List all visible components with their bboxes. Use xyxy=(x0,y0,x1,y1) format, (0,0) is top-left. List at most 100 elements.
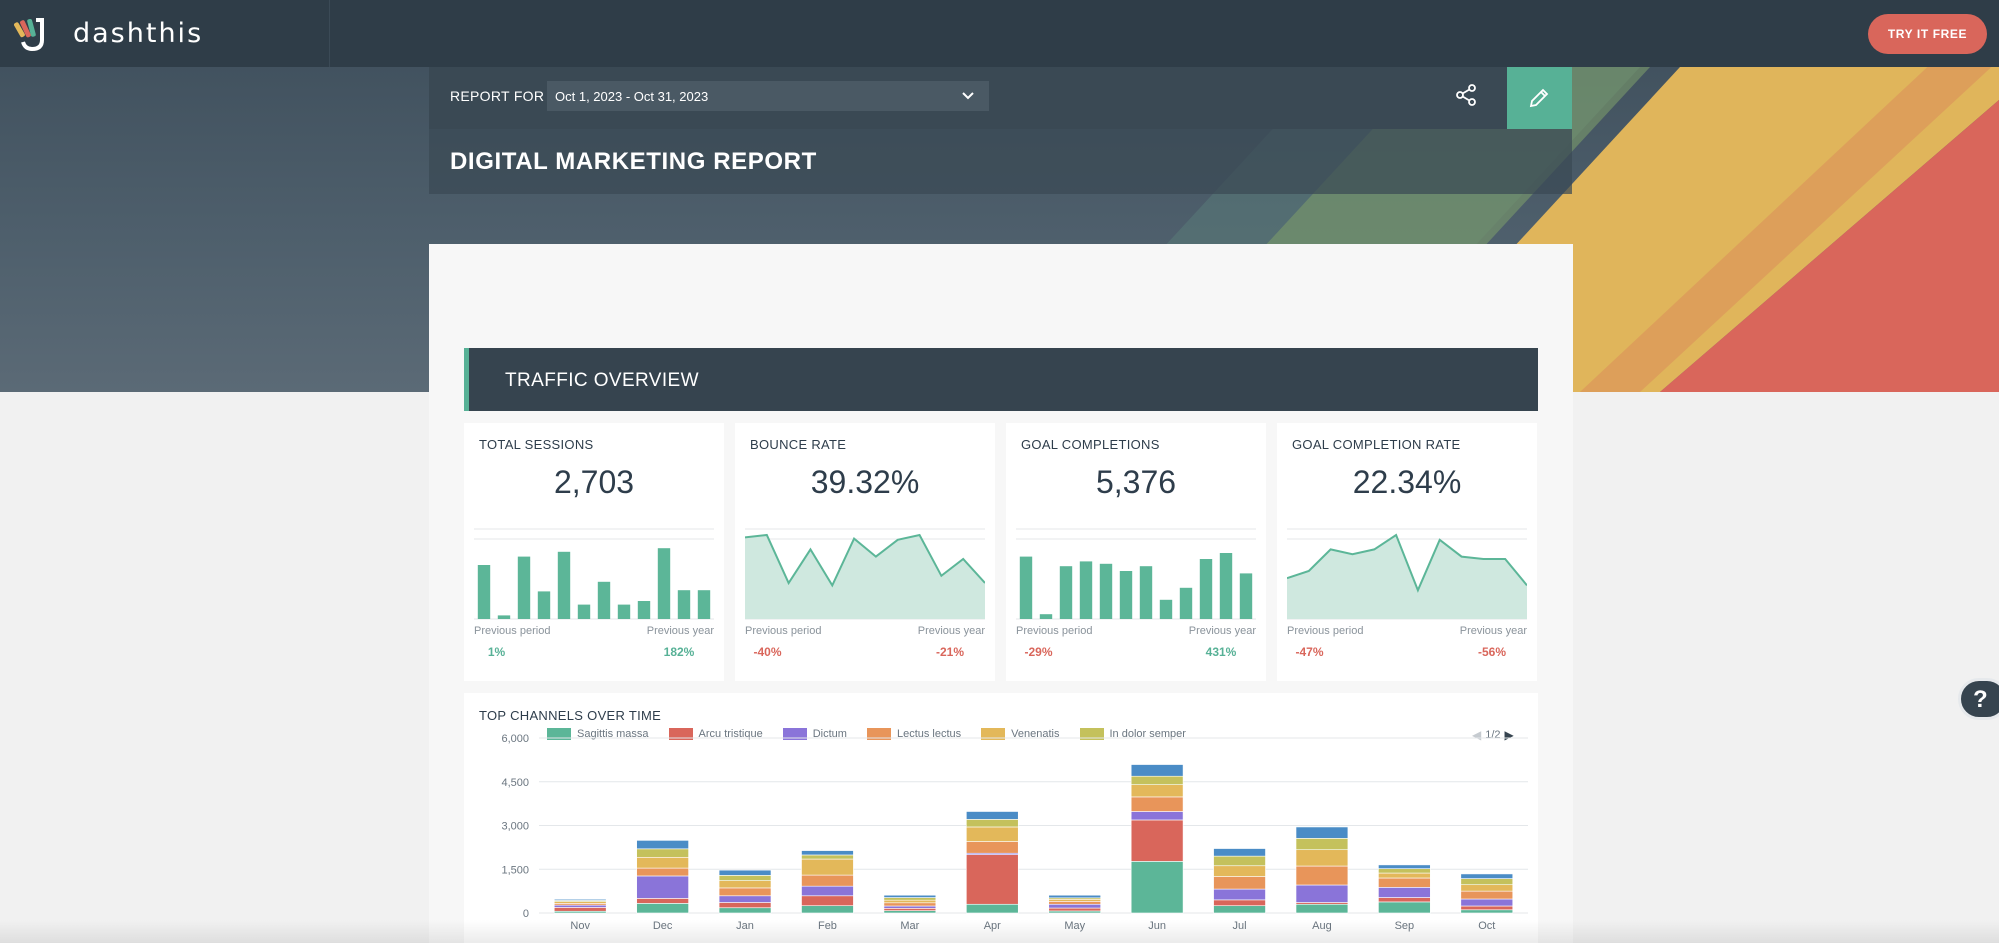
bar-segment xyxy=(966,842,1018,854)
bar-segment xyxy=(1378,865,1430,869)
previous-period-label: Previous period xyxy=(1287,625,1363,637)
bar-segment xyxy=(637,898,689,903)
bar-segment xyxy=(1378,887,1430,897)
bar-segment xyxy=(1378,878,1430,887)
previous-period-change: -47% xyxy=(1287,645,1332,659)
help-button[interactable]: ? xyxy=(1958,678,1999,720)
bar-segment xyxy=(801,851,853,855)
bar-segment xyxy=(1214,877,1266,890)
spark-bar xyxy=(658,548,670,619)
previous-year-change: -56% xyxy=(1457,645,1527,659)
y-tick-label: 3,000 xyxy=(501,821,529,833)
kpi-label: GOAL COMPLETIONS xyxy=(1021,437,1160,452)
bar-segment xyxy=(1214,866,1266,877)
spark-bar xyxy=(1060,566,1072,619)
nav-divider xyxy=(329,0,330,67)
kpi-label: GOAL COMPLETION RATE xyxy=(1292,437,1461,452)
bar-segment xyxy=(801,896,853,906)
top-channels-chart-widget[interactable]: TOP CHANNELS OVER TIME Sagittis massa Ar… xyxy=(464,693,1538,943)
bar-segment xyxy=(1378,898,1430,902)
share-icon[interactable] xyxy=(1454,83,1478,107)
report-title-bar: DIGITAL MARKETING REPORT xyxy=(429,129,1572,194)
bar-segment xyxy=(1296,850,1348,866)
report-title: DIGITAL MARKETING REPORT xyxy=(450,148,817,176)
spark-bar xyxy=(1160,600,1172,619)
bar-segment xyxy=(1378,902,1430,913)
kpi-widget-bounce-rate[interactable]: BOUNCE RATE 39.32% Previous period Previ… xyxy=(735,423,995,681)
bar-segment xyxy=(1296,866,1348,885)
bar-segment xyxy=(1131,861,1183,913)
bar-segment xyxy=(801,859,853,875)
previous-year-change: -21% xyxy=(915,645,985,659)
previous-year-label: Previous year xyxy=(918,625,985,637)
bar-segment xyxy=(884,903,936,906)
bar-segment xyxy=(1296,885,1348,903)
bar-segment xyxy=(1296,838,1348,849)
bar-segment xyxy=(884,908,936,910)
previous-period-change: -40% xyxy=(745,645,790,659)
spark-bar xyxy=(578,605,590,619)
bar-segment xyxy=(719,870,771,875)
bar-segment xyxy=(966,819,1018,827)
bar-segment xyxy=(637,903,689,913)
previous-period-label: Previous period xyxy=(474,625,550,637)
report-for-label: REPORT FOR xyxy=(450,88,544,104)
bar-segment xyxy=(637,857,689,868)
date-range-value: Oct 1, 2023 - Oct 31, 2023 xyxy=(555,89,708,104)
kpi-widget-goal-completion-rate[interactable]: GOAL COMPLETION RATE 22.34% Previous per… xyxy=(1277,423,1537,681)
kpi-sparkline xyxy=(1287,523,1527,623)
bar-segment xyxy=(966,827,1018,842)
bar-segment xyxy=(1378,873,1430,878)
chevron-down-icon xyxy=(961,90,975,102)
kpi-widget-goal-completions[interactable]: GOAL COMPLETIONS 5,376 Previous period P… xyxy=(1006,423,1266,681)
spark-bar xyxy=(598,582,610,619)
spark-bar xyxy=(1040,614,1052,619)
previous-year-change: 431% xyxy=(1186,645,1256,659)
bottom-shadow xyxy=(0,920,1999,943)
bar-segment xyxy=(637,868,689,876)
kpi-sparkline xyxy=(474,523,714,623)
bar-segment xyxy=(1131,765,1183,777)
kpi-sparkline xyxy=(745,523,985,623)
spark-bar xyxy=(678,590,690,619)
previous-year-label: Previous year xyxy=(1189,625,1256,637)
y-tick-label: 4,500 xyxy=(501,777,529,789)
previous-period-change: 1% xyxy=(474,645,519,659)
bar-segment xyxy=(1461,906,1513,910)
kpi-value: 22.34% xyxy=(1277,464,1537,501)
bar-segment xyxy=(1461,885,1513,891)
bar-segment xyxy=(637,876,689,898)
edit-button[interactable] xyxy=(1507,67,1572,129)
bar-segment xyxy=(801,855,853,859)
spark-bar xyxy=(1200,559,1212,619)
bar-segment xyxy=(637,840,689,848)
section-header-traffic-overview: TRAFFIC OVERVIEW xyxy=(464,348,1538,411)
previous-period-label: Previous period xyxy=(1016,625,1092,637)
spark-bar xyxy=(1100,564,1112,619)
bar-segment xyxy=(801,906,853,913)
kpi-value: 39.32% xyxy=(735,464,995,501)
spark-bar xyxy=(638,601,650,619)
bar-segment xyxy=(719,896,771,903)
spark-bar xyxy=(518,557,530,619)
kpi-value: 5,376 xyxy=(1006,464,1266,501)
dashthis-logo-icon[interactable] xyxy=(14,16,50,52)
kpi-widget-total-sessions[interactable]: TOTAL SESSIONS 2,703 Previous period Pre… xyxy=(464,423,724,681)
spark-bar xyxy=(618,605,630,619)
brand-name[interactable]: dashthis xyxy=(73,18,203,49)
y-tick-label: 6,000 xyxy=(501,733,529,745)
bar-segment xyxy=(1049,911,1101,913)
section-title: TRAFFIC OVERVIEW xyxy=(505,370,699,392)
bar-segment xyxy=(719,881,771,888)
previous-year-label: Previous year xyxy=(1460,625,1527,637)
date-range-select[interactable]: Oct 1, 2023 - Oct 31, 2023 xyxy=(547,81,989,111)
bar-segment xyxy=(884,898,936,901)
bar-segment xyxy=(554,907,606,911)
bar-segment xyxy=(1131,797,1183,812)
bar-segment xyxy=(1296,904,1348,913)
bar-segment xyxy=(554,899,606,900)
bar-segment xyxy=(1214,856,1266,866)
bar-segment xyxy=(801,886,853,896)
try-it-free-button[interactable]: TRY IT FREE xyxy=(1868,14,1987,54)
bar-segment xyxy=(966,812,1018,820)
